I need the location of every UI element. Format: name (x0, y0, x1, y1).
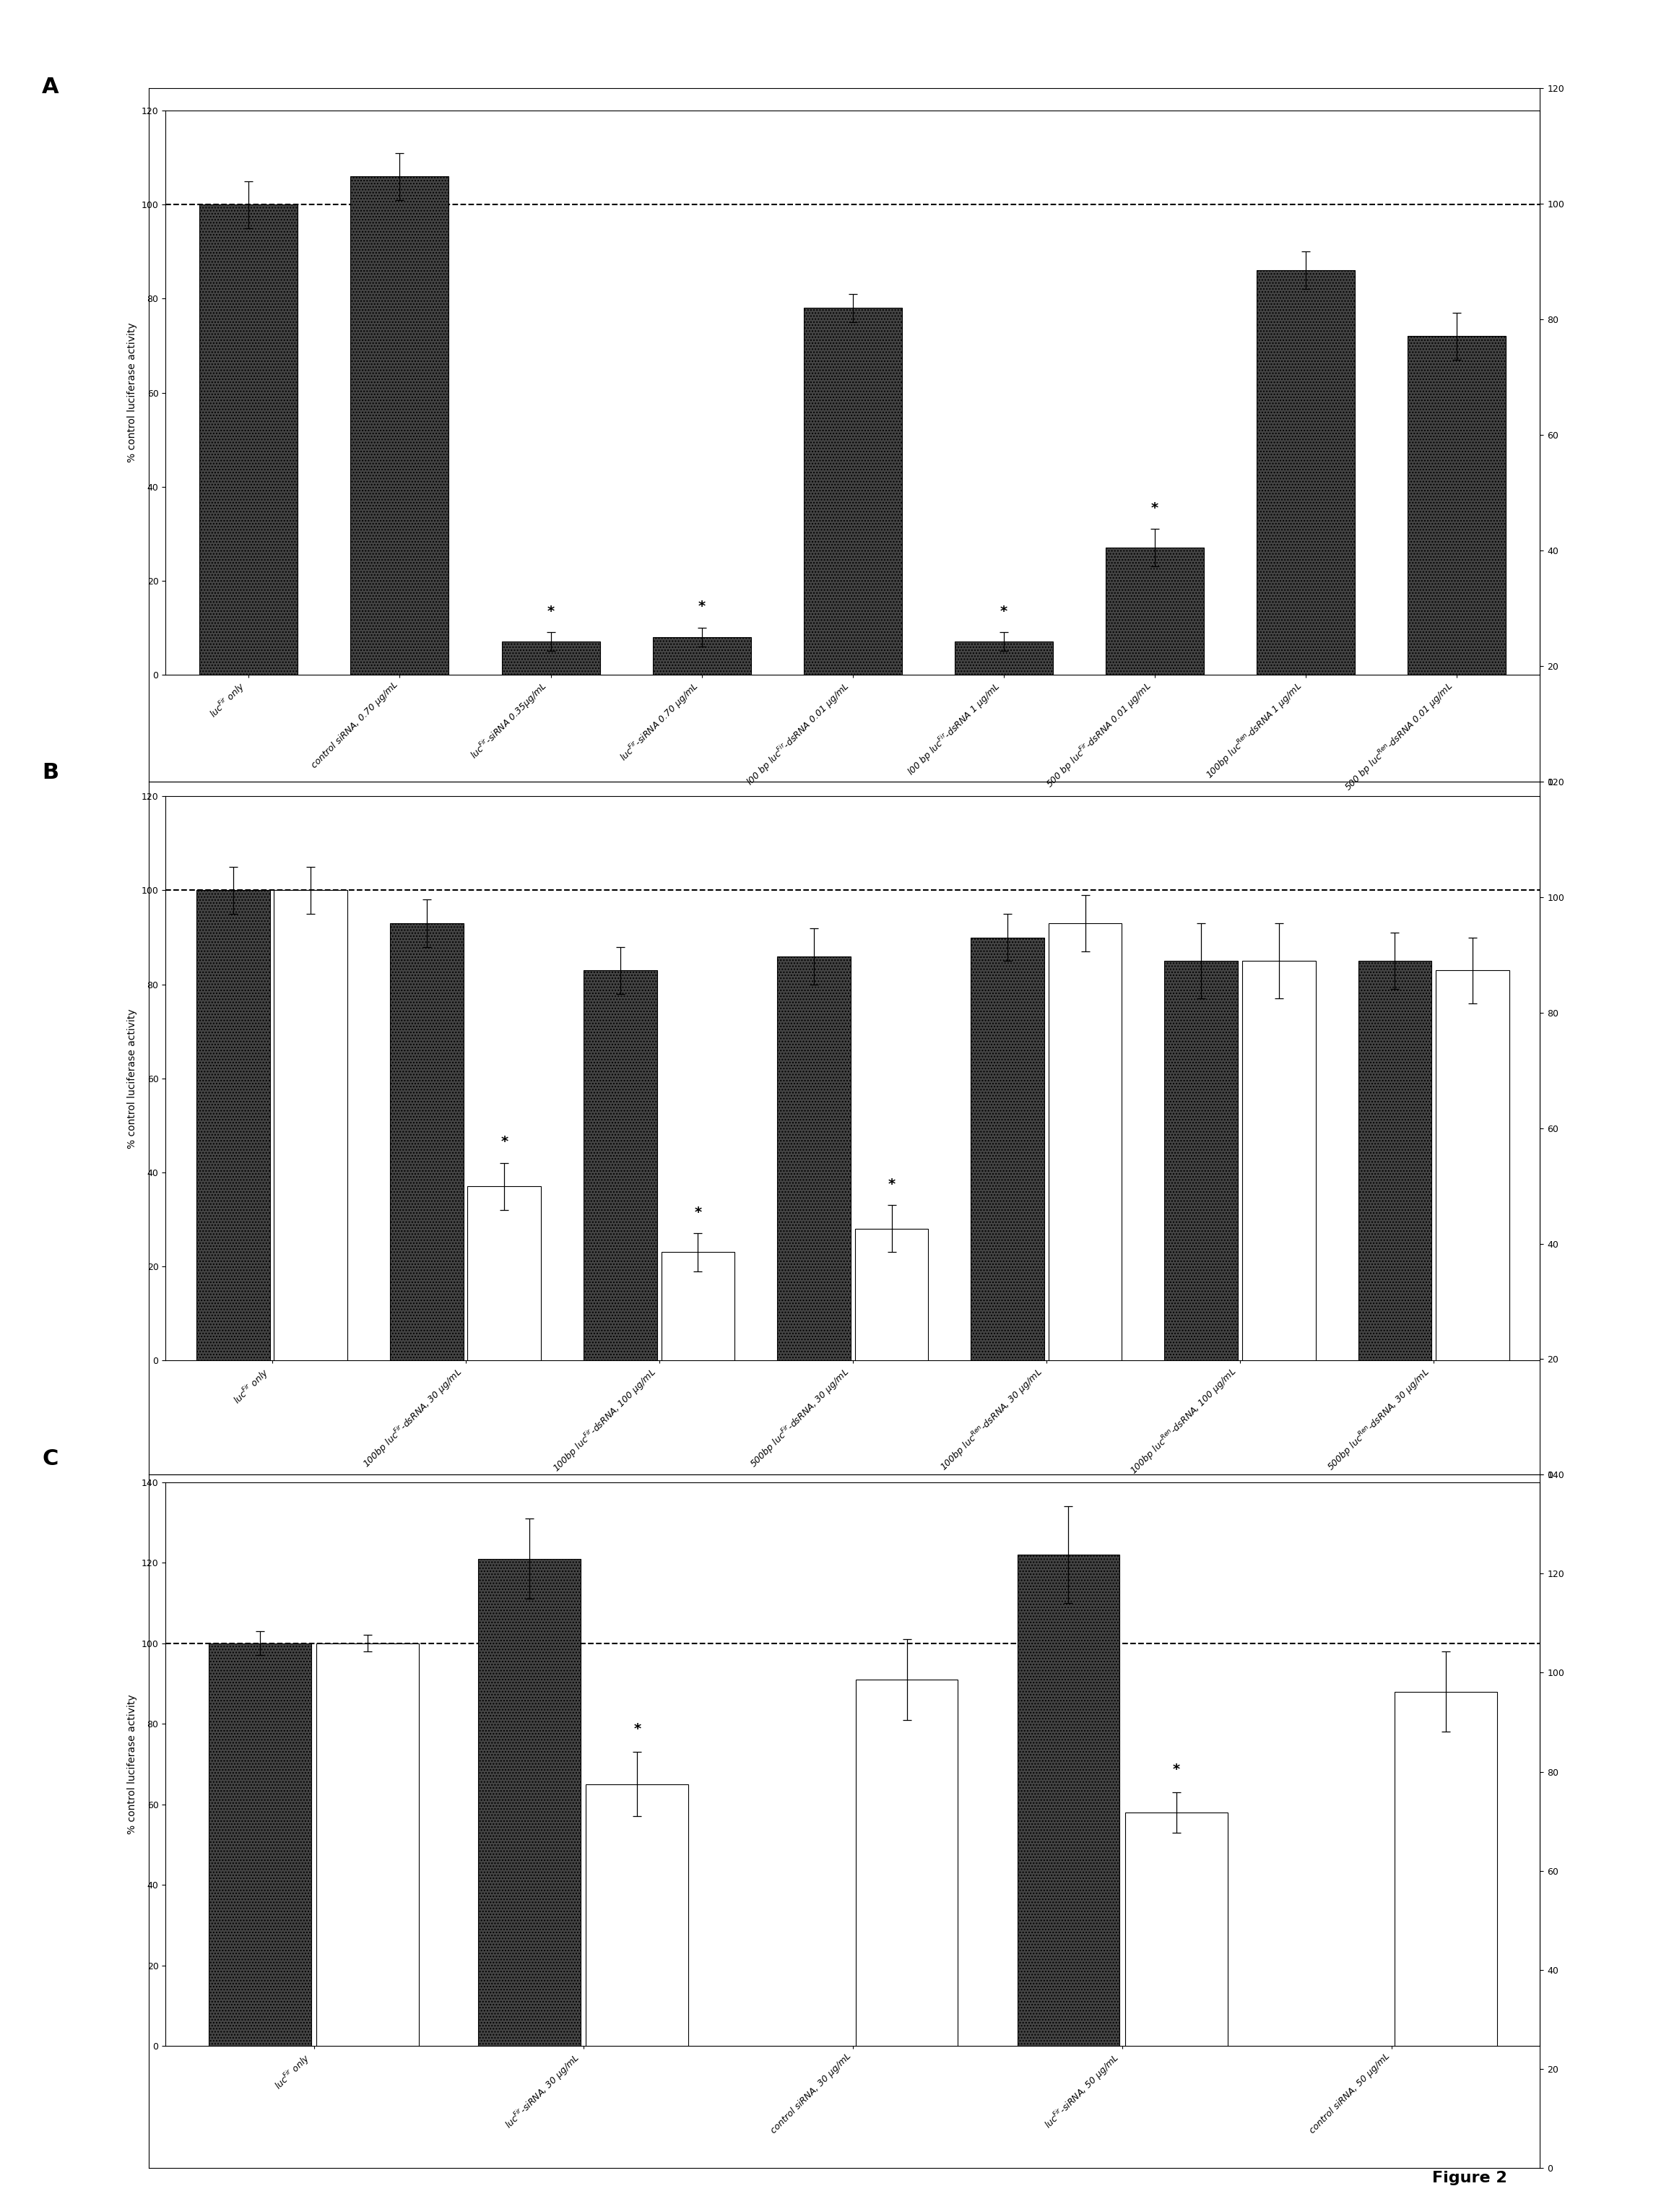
Text: *: * (489, 1201, 495, 1214)
Bar (258, 898, 333, 1475)
Y-axis label: % control luciferase activity: % control luciferase activity (128, 1057, 137, 1199)
Text: C: C (23, 1433, 40, 1453)
Bar (573, 995, 647, 1475)
Bar (1042, 938, 1116, 1475)
Bar (192, 1672, 296, 2168)
Bar (1101, 626, 1201, 781)
Bar (465, 1568, 570, 2168)
Bar (184, 204, 283, 781)
Text: *: * (684, 1287, 692, 1301)
Text: *: * (687, 692, 696, 706)
Bar (1393, 1732, 1497, 2168)
Bar (1356, 984, 1431, 1475)
Bar (301, 1672, 406, 2168)
Bar (651, 1343, 725, 1475)
Bar (489, 741, 588, 781)
Text: B: B (23, 741, 40, 761)
Text: Figure 2: Figure 2 (1432, 2170, 1507, 2185)
Bar (795, 332, 894, 781)
Text: *: * (879, 1252, 888, 1267)
Text: *: * (623, 1772, 629, 1787)
Bar (947, 741, 1047, 781)
Text: *: * (1167, 1823, 1176, 1836)
Y-axis label: % control luciferase activity: % control luciferase activity (128, 1752, 137, 1891)
Text: A: A (23, 46, 41, 69)
Bar (964, 956, 1038, 1475)
Bar (181, 898, 255, 1475)
Text: *: * (994, 699, 1002, 712)
Bar (336, 170, 436, 781)
Bar (1406, 365, 1505, 781)
Bar (1119, 1880, 1224, 2168)
Bar (575, 1847, 679, 2168)
Y-axis label: % control luciferase activity: % control luciferase activity (128, 365, 137, 504)
Bar (643, 734, 742, 781)
Bar (848, 1717, 951, 2168)
Bar (376, 938, 450, 1475)
Bar (1434, 995, 1509, 1475)
Text: *: * (1146, 571, 1154, 586)
Bar (455, 1261, 530, 1475)
Bar (1010, 1564, 1114, 2168)
Bar (1159, 984, 1234, 1475)
Bar (1239, 984, 1313, 1475)
Bar (768, 978, 843, 1475)
Bar (1254, 285, 1353, 781)
Bar (846, 1314, 921, 1475)
Text: *: * (535, 699, 543, 712)
